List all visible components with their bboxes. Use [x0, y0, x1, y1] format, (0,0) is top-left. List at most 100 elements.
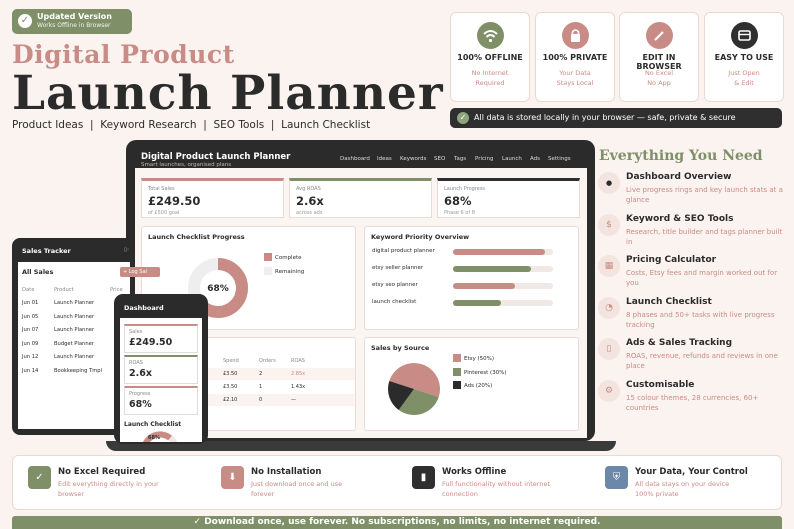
feature-card-line: No Excel: [644, 69, 674, 77]
feature-card-line: Your Data: [559, 69, 591, 77]
stat-label: Sales: [129, 329, 143, 335]
feature-card-edit: EDIT IN BROWSER No Excel No App: [619, 12, 699, 102]
feature-desc: 8 phases and 50+ tasks with live progres…: [626, 310, 775, 329]
offline-icon: ▮: [412, 466, 435, 489]
shield-icon: ⛨: [605, 466, 628, 489]
table-cell: 0: [259, 397, 263, 403]
keyword-label: etsy seo planner: [372, 282, 418, 288]
stat-value: 68%: [444, 194, 472, 208]
benefit-3: ▮ Works Offline Full functionality without…: [412, 466, 582, 500]
local-notice-text: All data is stored locally in your brows…: [474, 113, 736, 122]
tablet-section-title: All Sales: [22, 268, 54, 276]
feature-card-title: EDIT IN BROWSER: [636, 53, 682, 71]
table-cell: 1.43x: [291, 384, 306, 390]
check-icon: ✓: [18, 14, 32, 28]
stat-label: Avg ROAS: [296, 186, 321, 192]
keyword-bar: [453, 249, 545, 255]
column-header: Spend: [223, 358, 239, 364]
table-cell: Jun 09: [22, 340, 39, 347]
table-cell: Launch Planner: [54, 313, 95, 320]
keyword-priority-panel: Keyword Priority Overview digital produc…: [364, 226, 579, 330]
log-sale-button[interactable]: + Log Sal: [120, 267, 160, 277]
donut-percent-label: 68%: [207, 284, 229, 294]
panel-title: Launch Checklist Progress: [148, 233, 245, 241]
tablet-menu-icon[interactable]: ▯◦: [124, 247, 130, 253]
donut-complete: [188, 258, 248, 318]
table-row[interactable]: £3.50 2 2.85x: [201, 368, 355, 380]
pie-slice-ads: [388, 380, 414, 411]
stat-value: 2.6x: [129, 368, 152, 379]
sales-by-source-panel: Sales by Source Etsy (50%) Pinterest (30…: [364, 337, 579, 431]
legend-etsy: Etsy (50%): [453, 354, 494, 362]
feature-card-offline: 100% OFFLINE No Internet Required: [450, 12, 530, 102]
phone-donut: [142, 431, 178, 442]
feature-title: Dashboard Overview: [626, 172, 732, 182]
table-cell: £3.50: [223, 384, 238, 390]
nav-ideas[interactable]: Ideas: [377, 156, 392, 162]
phone-stat-progress: Progress 68%: [124, 386, 198, 415]
keyword-label: launch checklist: [372, 299, 417, 305]
nav-keywords[interactable]: Keywords: [400, 156, 427, 162]
table-cell: 1: [259, 384, 263, 390]
nav-dashboard[interactable]: Dashboard: [340, 156, 370, 162]
phone-screen: Sales £249.50 ROAS 2.6x Progress 68% Lau…: [120, 318, 202, 442]
nav-pricing[interactable]: Pricing: [475, 156, 494, 162]
nav-ads[interactable]: Ads: [530, 156, 541, 162]
keyword-bar-track: [453, 266, 553, 272]
table-cell: Jun 05: [22, 313, 39, 320]
nav-launch[interactable]: Launch: [502, 156, 522, 162]
dollar-icon: $: [598, 213, 620, 236]
benefit-title: No Excel Required: [58, 467, 146, 477]
ads-icon: ▯: [598, 338, 620, 360]
pencil-icon: [646, 22, 673, 49]
column-header: Product: [54, 287, 74, 293]
calculator-icon: ▦: [598, 255, 620, 277]
pie-slice-etsy: [389, 363, 440, 398]
stat-launch-progress: Launch Progress 68% Phase 6 of 8: [437, 178, 580, 218]
check-icon: ✓: [28, 466, 51, 489]
legend-ads: Ads (20%): [453, 381, 492, 389]
nav-seo[interactable]: SEO: [434, 156, 446, 162]
feature-title: Launch Checklist: [626, 296, 712, 307]
keyword-bar-track: [453, 249, 553, 255]
stat-value: £249.50: [129, 337, 173, 348]
tablet-app-title: Sales Tracker: [22, 247, 71, 255]
legend-label: Remaining: [275, 269, 305, 275]
footer-text: Download once, use forever. No subscript…: [204, 517, 601, 527]
lock-icon: [562, 22, 589, 49]
column-header: Price: [110, 287, 123, 293]
legend-remaining: Remaining: [264, 267, 304, 275]
table-cell: Launch Planner: [54, 327, 95, 333]
tagline: Product Ideas | Keyword Research | SEO T…: [12, 119, 371, 131]
benefit-desc: Full functionality without internet conn…: [442, 480, 550, 498]
check-icon: ✓: [457, 112, 469, 124]
table-cell: Jun 07: [22, 327, 39, 333]
column-header: Date: [22, 287, 35, 293]
stat-value: £249.50: [148, 194, 201, 208]
table-cell: Budget Planner: [54, 340, 94, 347]
sales-pie-chart: [388, 363, 440, 415]
benefit-1: ✓ No Excel Required Edit everything direct…: [28, 466, 198, 500]
stat-note: Phase 6 of 8: [444, 210, 475, 216]
keyword-bar-track: [453, 283, 553, 289]
ads-table-panel: Spend Orders ROAS £3.50 2 2.85x £3.50 1 1.43x…: [200, 337, 356, 431]
feature-card-line: & Edit: [734, 79, 754, 87]
feature-card-line: Just Open: [728, 69, 760, 77]
stat-value: 2.6x: [296, 194, 324, 208]
keyword-bar: [453, 300, 501, 306]
legend-label: Complete: [275, 255, 302, 261]
table-cell: Jun 14: [22, 367, 39, 374]
checklist-donut: [188, 258, 248, 318]
table-cell: Launch Planner: [54, 354, 95, 360]
badge-subtitle: Works Offline in Browser: [37, 22, 111, 29]
feature-card-line: No Internet: [471, 69, 509, 77]
nav-settings[interactable]: Settings: [548, 156, 571, 162]
footer-banner: ✓ Download once, use forever. No subscri…: [12, 516, 782, 529]
table-row[interactable]: t£2.100—: [201, 394, 355, 406]
keyword-bar: [453, 266, 531, 272]
table-row[interactable]: £3.50 1 1.43x: [201, 381, 355, 393]
feature-desc: Research, title builder and tags planner…: [626, 227, 783, 246]
benefits-box: [12, 455, 782, 510]
local-storage-notice: ✓ All data is stored locally in your bro…: [450, 108, 782, 128]
nav-tags[interactable]: Tags: [454, 156, 467, 162]
